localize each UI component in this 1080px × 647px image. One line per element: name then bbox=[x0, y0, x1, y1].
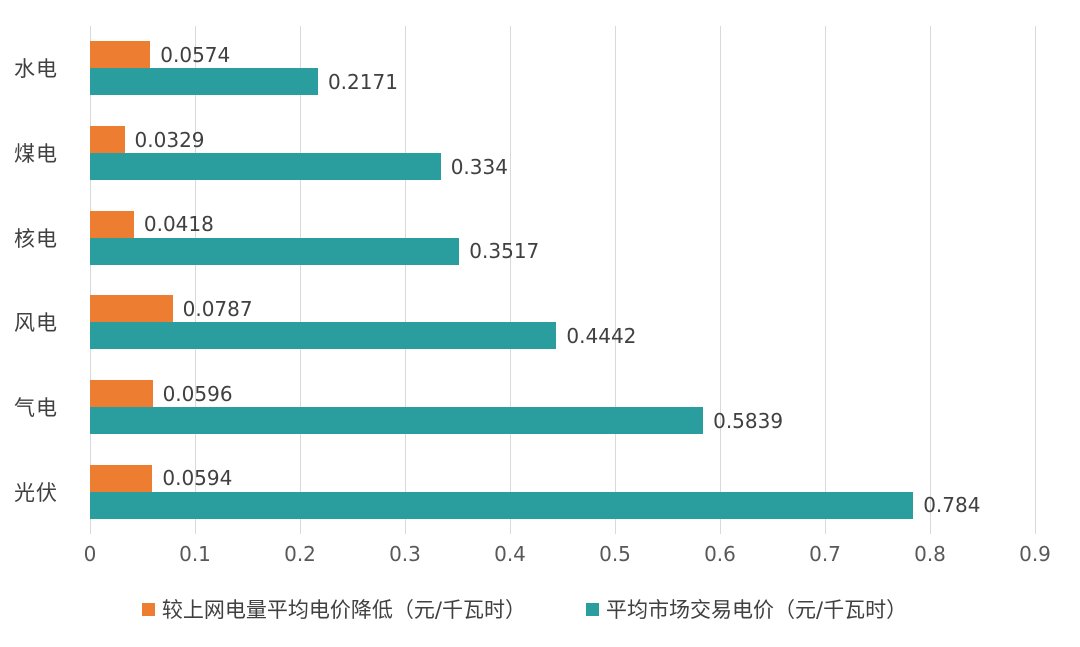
bar-value-label: 0.5839 bbox=[713, 408, 784, 433]
bar-market-price bbox=[90, 322, 557, 350]
bar-value-label: 0.0329 bbox=[134, 127, 205, 152]
category-label: 煤电 bbox=[14, 142, 58, 166]
legend-label: 较上网电量平均电价降低（元/千瓦时） bbox=[161, 598, 526, 622]
bar-value-label: 0.3517 bbox=[469, 239, 540, 264]
x-axis-tick-label: 0.5 bbox=[599, 542, 631, 566]
bar-market-price bbox=[90, 407, 704, 435]
category-label: 光伏 bbox=[14, 480, 58, 505]
bar-line: 0.0329 bbox=[90, 126, 1035, 153]
legend: 较上网电量平均电价降低（元/千瓦时） 平均市场交易电价（元/千瓦时） bbox=[14, 594, 1035, 624]
category-label: 核电 bbox=[14, 226, 58, 251]
x-axis-tick-label: 0.7 bbox=[809, 542, 841, 566]
gridline bbox=[825, 26, 826, 534]
gridline bbox=[1035, 26, 1036, 534]
bar-line: 0.0787 bbox=[90, 295, 1035, 323]
bar-line: 0.784 bbox=[90, 491, 1035, 519]
bar-market-price bbox=[90, 68, 318, 96]
chart-row: 煤电 0.0329 0.334 bbox=[14, 111, 1035, 196]
chart-row: 水电 0.0574 0.2171 bbox=[14, 26, 1035, 111]
x-axis-tick-label: 0 bbox=[83, 542, 97, 566]
x-axis-tick-label: 0.2 bbox=[284, 542, 316, 566]
bar-line: 0.3517 bbox=[90, 237, 1035, 265]
bar-group: 0.0574 0.2171 bbox=[90, 41, 1035, 96]
category-label: 水电 bbox=[14, 57, 58, 82]
bar-decrease bbox=[90, 464, 153, 492]
x-axis-tick-label: 0.3 bbox=[389, 542, 421, 566]
gridline bbox=[300, 26, 301, 534]
bar-decrease bbox=[90, 126, 125, 153]
legend-item: 平均市场交易电价（元/千瓦时） bbox=[586, 594, 907, 624]
rows: 水电 0.0574 0.2171 煤电 0.0329 0.334 核电 0.0418 0.351… bbox=[14, 26, 1035, 534]
bar-line: 0.4442 bbox=[90, 322, 1035, 350]
gridline bbox=[615, 26, 616, 534]
bar-group: 0.0329 0.334 bbox=[90, 126, 1035, 180]
chart-row: 风电 0.0787 0.4442 bbox=[14, 280, 1035, 365]
chart-row: 核电 0.0418 0.3517 bbox=[14, 195, 1035, 280]
gridlines bbox=[90, 26, 1036, 534]
gridline bbox=[90, 26, 91, 534]
bar-line: 0.2171 bbox=[90, 68, 1035, 96]
bar-value-label: 0.0596 bbox=[162, 381, 233, 406]
bar-value-label: 0.0574 bbox=[160, 42, 231, 67]
x-axis-tick-label: 0.4 bbox=[494, 542, 526, 566]
x-axis-tick-label: 0.6 bbox=[704, 542, 736, 566]
bar-line: 0.0594 bbox=[90, 464, 1035, 492]
bar-decrease bbox=[90, 41, 151, 69]
plot-area: 水电 0.0574 0.2171 煤电 0.0329 0.334 核电 0.0418 0.351… bbox=[14, 26, 1036, 534]
bar-line: 0.5839 bbox=[90, 407, 1035, 435]
chart-row: 光伏 0.0594 0.784 bbox=[14, 449, 1035, 534]
bar-value-label: 0.4442 bbox=[566, 323, 637, 348]
bar-value-label: 0.334 bbox=[450, 154, 508, 179]
bar-decrease bbox=[90, 380, 153, 408]
gridline bbox=[510, 26, 511, 534]
bar-value-label: 0.784 bbox=[923, 493, 981, 518]
bar-market-price bbox=[90, 153, 441, 180]
legend-swatch bbox=[141, 602, 155, 616]
bar-group: 0.0594 0.784 bbox=[90, 464, 1035, 519]
x-axis-tick-label: 0.1 bbox=[179, 542, 211, 566]
gridline bbox=[404, 26, 406, 534]
bar-line: 0.0418 bbox=[90, 210, 1035, 238]
bar-market-price bbox=[90, 237, 460, 265]
bar-value-label: 0.0418 bbox=[143, 212, 214, 237]
chart-row: 气电 0.0596 0.5839 bbox=[14, 365, 1035, 450]
legend-item: 较上网电量平均电价降低（元/千瓦时） bbox=[141, 594, 526, 624]
bar-value-label: 0.0787 bbox=[182, 296, 253, 321]
bar-line: 0.0596 bbox=[90, 380, 1035, 408]
x-axis-tick-label: 0.8 bbox=[914, 542, 946, 566]
bar-group: 0.0418 0.3517 bbox=[90, 210, 1035, 265]
bar-group: 0.0787 0.4442 bbox=[90, 295, 1035, 350]
category-label: 气电 bbox=[14, 396, 58, 421]
x-axis-tick-label: 0.9 bbox=[1019, 542, 1051, 566]
legend-swatch bbox=[586, 602, 599, 616]
bar-value-label: 0.2171 bbox=[327, 69, 398, 94]
bar-value-label: 0.0594 bbox=[162, 466, 233, 491]
bar-decrease bbox=[90, 295, 173, 323]
gridline bbox=[719, 26, 721, 534]
bar-decrease bbox=[90, 210, 134, 238]
gridline bbox=[195, 26, 196, 534]
bar-group: 0.0596 0.5839 bbox=[90, 380, 1035, 435]
bar-line: 0.0574 bbox=[90, 41, 1035, 69]
legend-label: 平均市场交易电价（元/千瓦时） bbox=[606, 598, 908, 622]
category-label: 风电 bbox=[14, 311, 58, 336]
gridline bbox=[930, 26, 931, 534]
bar-market-price bbox=[90, 491, 914, 519]
bar-line: 0.334 bbox=[90, 153, 1035, 180]
x-axis: 0 0.1 0.2 0.3 0.4 0.5 0.6 0.7 0.8 0.9 bbox=[84, 534, 1051, 572]
